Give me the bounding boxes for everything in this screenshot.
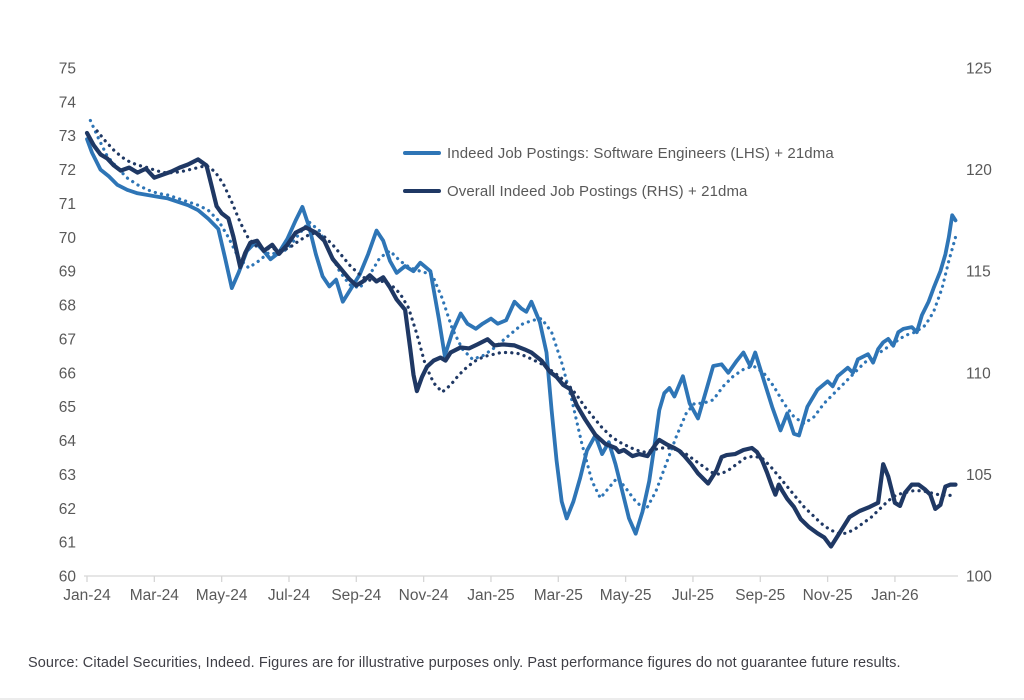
svg-text:67: 67 [59, 331, 76, 348]
svg-text:63: 63 [59, 467, 76, 484]
legend-item-overall-postings: Overall Indeed Job Postings (RHS) + 21dm… [403, 179, 834, 203]
svg-text:74: 74 [59, 94, 77, 111]
svg-text:75: 75 [59, 61, 76, 78]
svg-text:64: 64 [59, 433, 77, 450]
svg-text:69: 69 [59, 264, 76, 281]
chart-legend: Indeed Job Postings: Software Engineers … [403, 141, 834, 203]
x-axis [84, 575, 958, 582]
svg-text:73: 73 [59, 128, 76, 145]
series-line-indeed-job-postings-software-engineers-21dma-lhs [88, 118, 958, 512]
svg-text:60: 60 [59, 569, 77, 586]
svg-text:Mar-24: Mar-24 [130, 587, 179, 604]
svg-text:68: 68 [59, 298, 76, 315]
svg-text:Jan-26: Jan-26 [871, 587, 918, 604]
svg-text:61: 61 [59, 535, 76, 552]
svg-text:65: 65 [59, 399, 76, 416]
svg-text:Jul-25: Jul-25 [672, 587, 714, 604]
jobs-chart: Jan-24 Mar-24 May-24 Jul-24 Sep-24 Nov-24 Jan-… [59, 61, 992, 605]
legend-line-swatch-navy [403, 189, 441, 193]
svg-text:Jul-24: Jul-24 [268, 587, 311, 604]
chart-area: Jan-24 Mar-24 May-24 Jul-24 Sep-24 Nov-24 Jan-… [59, 61, 992, 605]
y-axis-left-labels: 60 61 62 63 64 65 66 67 68 69 70 71 72 73 74 75 [59, 61, 77, 586]
svg-text:Jan-24: Jan-24 [63, 587, 111, 604]
legend-label: Overall Indeed Job Postings (RHS) + 21dm… [447, 182, 748, 200]
svg-text:71: 71 [59, 196, 76, 213]
legend-line-swatch-blue [403, 151, 441, 155]
svg-text:Sep-25: Sep-25 [735, 587, 785, 604]
svg-text:105: 105 [966, 467, 992, 484]
svg-text:Nov-24: Nov-24 [399, 587, 449, 604]
x-axis-labels: Jan-24 Mar-24 May-24 Jul-24 Sep-24 Nov-24 Jan-… [63, 587, 918, 604]
svg-text:Mar-25: Mar-25 [534, 587, 583, 604]
svg-text:Sep-24: Sep-24 [331, 587, 381, 604]
svg-text:125: 125 [966, 61, 992, 78]
series-line-indeed-job-postings-software-engineers-lhs [85, 137, 958, 536]
svg-text:120: 120 [966, 162, 992, 179]
svg-text:Nov-25: Nov-25 [803, 587, 853, 604]
bottom-divider [0, 698, 1024, 700]
svg-text:Jan-25: Jan-25 [467, 587, 514, 604]
svg-text:66: 66 [59, 365, 76, 382]
legend-label: Indeed Job Postings: Software Engineers … [447, 144, 834, 162]
series-line-overall-indeed-job-postings-21dma-rhs [95, 129, 958, 535]
source-note: Source: Citadel Securities, Indeed. Figu… [28, 655, 901, 671]
svg-text:May-25: May-25 [600, 587, 652, 604]
svg-text:May-24: May-24 [196, 587, 248, 604]
svg-text:115: 115 [966, 264, 991, 281]
legend-item-software-engineers: Indeed Job Postings: Software Engineers … [403, 141, 834, 165]
svg-text:72: 72 [59, 162, 76, 179]
svg-text:70: 70 [59, 230, 77, 247]
svg-text:62: 62 [59, 501, 76, 518]
svg-text:110: 110 [966, 365, 991, 382]
svg-text:100: 100 [966, 569, 992, 586]
series-line-overall-indeed-job-postings-rhs [84, 130, 958, 549]
y-axis-right-labels: 100 105 110 115 120 125 [966, 61, 992, 586]
